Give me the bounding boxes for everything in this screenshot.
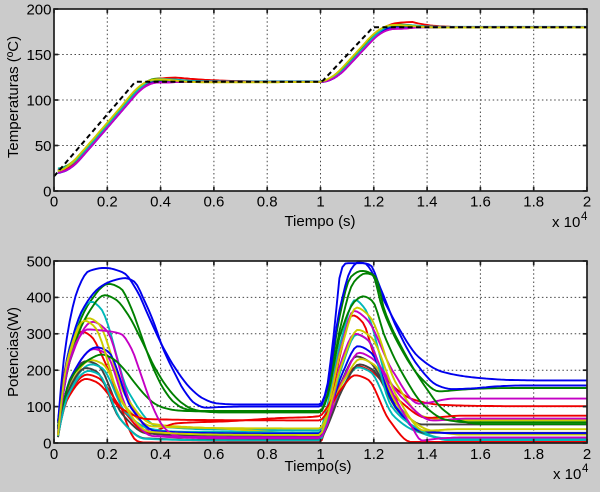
svg-text:Potencias(W): Potencias(W) [5,307,22,397]
svg-text:Tiempo (s): Tiempo (s) [284,213,355,230]
svg-text:0.6: 0.6 [203,194,224,211]
svg-text:1.2: 1.2 [363,194,384,211]
svg-text:0.8: 0.8 [257,194,278,211]
svg-text:0.4: 0.4 [150,194,171,211]
svg-text:1.6: 1.6 [470,194,491,211]
svg-text:0.8: 0.8 [257,446,278,463]
svg-text:0.4: 0.4 [150,446,171,463]
svg-text:1: 1 [316,194,324,211]
svg-text:200: 200 [26,363,51,380]
svg-text:100: 100 [26,399,51,416]
svg-text:1.2: 1.2 [363,446,384,463]
svg-text:1.4: 1.4 [417,446,438,463]
svg-text:0.2: 0.2 [97,194,118,211]
svg-text:0: 0 [43,183,51,200]
svg-text:0: 0 [50,446,58,463]
svg-text:1.8: 1.8 [523,446,544,463]
svg-text:200: 200 [26,1,51,18]
svg-text:2: 2 [583,446,591,463]
svg-text:1.4: 1.4 [417,194,438,211]
svg-text:x 10: x 10 [552,214,580,231]
svg-text:2: 2 [583,194,591,211]
svg-text:0.6: 0.6 [203,446,224,463]
svg-text:0.2: 0.2 [97,446,118,463]
svg-text:100: 100 [26,92,51,109]
svg-text:4: 4 [581,211,588,223]
svg-text:1.6: 1.6 [470,446,491,463]
svg-text:150: 150 [26,47,51,64]
svg-text:400: 400 [26,290,51,307]
svg-text:1: 1 [316,446,324,463]
svg-text:Tiempo(s): Tiempo(s) [285,458,352,475]
svg-text:300: 300 [26,326,51,343]
svg-text:0: 0 [50,194,58,211]
svg-text:0: 0 [43,435,51,452]
svg-text:Temperaturas (ºC): Temperaturas (ºC) [5,36,22,158]
svg-text:4: 4 [582,463,589,475]
svg-text:1.8: 1.8 [523,194,544,211]
svg-text:50: 50 [35,138,52,155]
svg-text:x 10: x 10 [553,466,581,483]
svg-text:500: 500 [26,253,51,270]
